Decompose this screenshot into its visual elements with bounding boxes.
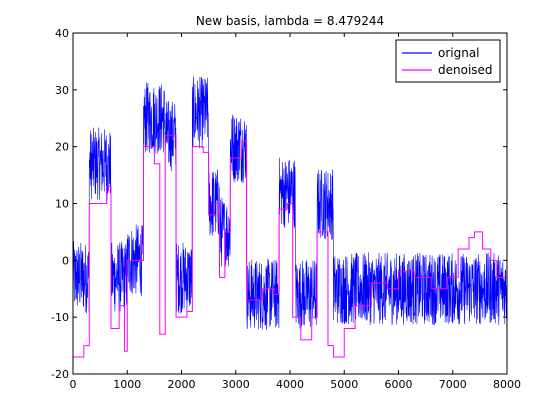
x-tick-label: 0 — [70, 378, 77, 391]
x-tick-label: 7000 — [439, 378, 467, 391]
y-tick-label: 30 — [55, 84, 69, 97]
x-tick-label: 5000 — [330, 378, 358, 391]
x-tick-label: 2000 — [168, 378, 196, 391]
y-axis: -20 -10 0 10 20 30 40 — [51, 27, 507, 381]
x-axis: 0 1000 2000 3000 4000 5000 6000 7000 8000 — [70, 33, 521, 391]
series-line-original — [73, 76, 507, 331]
x-tick-label: 6000 — [385, 378, 413, 391]
series-line-denoised — [73, 134, 507, 358]
y-tick-label: -10 — [51, 311, 69, 324]
y-tick-label: 20 — [55, 141, 69, 154]
y-tick-label: 10 — [55, 198, 69, 211]
legend: orignal denoised — [395, 39, 501, 83]
series-layer — [73, 76, 507, 358]
chart-title: New basis, lambda = 8.479244 — [196, 14, 384, 28]
y-tick-label: 0 — [62, 254, 69, 267]
plot-area: 0 1000 2000 3000 4000 5000 6000 7000 8000 -20 -10… — [51, 27, 521, 391]
y-tick-label: 40 — [55, 27, 69, 40]
x-tick-label: 4000 — [276, 378, 304, 391]
x-tick-label: 8000 — [493, 378, 521, 391]
x-tick-label: 3000 — [222, 378, 250, 391]
legend-label: orignal — [438, 46, 480, 60]
x-tick-label: 1000 — [113, 378, 141, 391]
y-tick-label: -20 — [51, 368, 69, 381]
legend-box — [395, 39, 501, 83]
legend-label: denoised — [438, 63, 493, 77]
